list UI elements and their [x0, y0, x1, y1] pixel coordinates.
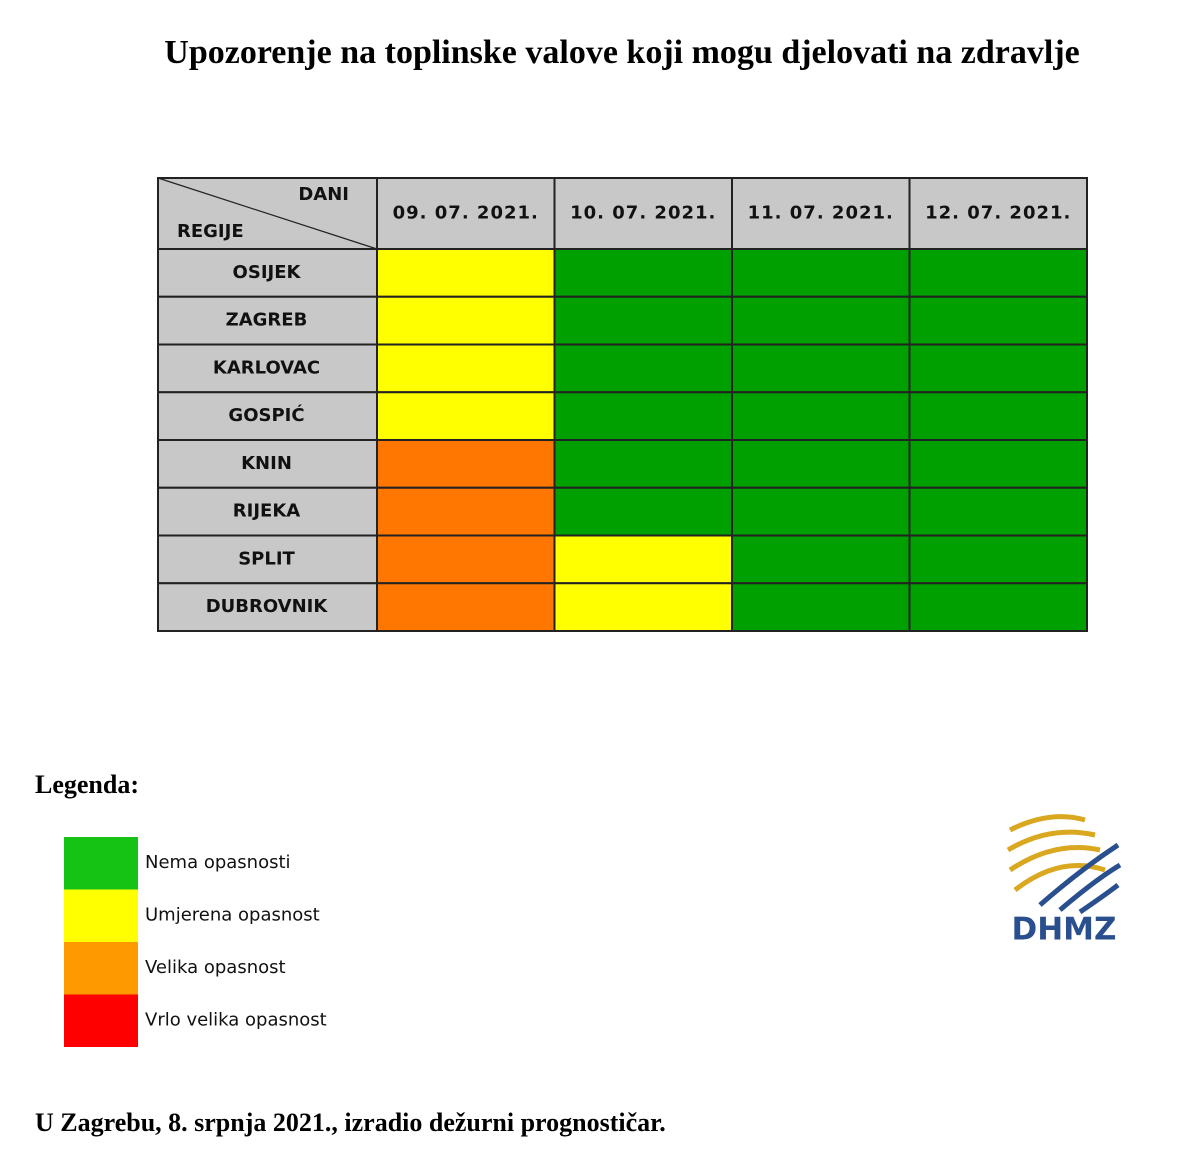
legend-label: Nema opasnosti — [145, 852, 291, 873]
warning-cell — [731, 248, 911, 298]
warning-cell — [908, 391, 1088, 441]
warning-cell — [731, 534, 911, 585]
warning-cell — [553, 391, 733, 441]
warning-cell — [376, 248, 556, 298]
logo-stripes-blue — [1038, 842, 1122, 915]
region-label: ZAGREB — [226, 310, 308, 331]
warning-cell — [731, 486, 911, 537]
legend-label: Vrlo velika opasnost — [145, 1010, 327, 1031]
warning-cell — [908, 295, 1088, 346]
warning-cell — [908, 486, 1088, 537]
region-label: DUBROVNIK — [206, 596, 329, 617]
date-cell — [908, 177, 1088, 250]
region-label: SPLIT — [238, 548, 295, 569]
legend-label: Velika opasnost — [145, 957, 286, 978]
footer: U Zagrebu, 8. srpnja 2021., izradio dežu… — [35, 1108, 666, 1137]
region-label: GOSPIĆ — [228, 404, 304, 426]
date-header: 12. 07. 2021. — [925, 203, 1071, 224]
legend-swatch — [64, 994, 138, 1047]
warning-cell — [908, 582, 1088, 632]
warning-cell — [553, 343, 733, 394]
region-cell — [157, 486, 378, 537]
page-title: Upozorenje na toplinske valove koji mogu… — [164, 34, 1079, 71]
region-cell — [157, 582, 378, 632]
region-cell — [157, 391, 378, 441]
warning-cell — [731, 439, 911, 489]
warning-cell — [376, 391, 556, 441]
warning-cell — [908, 343, 1088, 394]
warning-cell — [553, 248, 733, 298]
warning-cell — [376, 343, 556, 394]
warning-cell — [553, 295, 733, 346]
date-header: 09. 07. 2021. — [393, 203, 539, 224]
date-cell — [376, 177, 556, 250]
warning-cell — [553, 439, 733, 489]
legend-swatch — [64, 942, 138, 995]
warning-cell — [376, 534, 556, 585]
warning-cell — [731, 295, 911, 346]
logo: DHMZ — [1006, 814, 1122, 948]
date-header: 10. 07. 2021. — [570, 203, 716, 224]
warning-cell — [731, 391, 911, 441]
legend-label: Umjerena opasnost — [145, 905, 320, 926]
warning-cell — [376, 486, 556, 537]
warning-cell — [376, 295, 556, 346]
warning-cell — [731, 343, 911, 394]
warning-cell — [553, 486, 733, 537]
warning-cell — [553, 582, 733, 632]
corner-diagonal — [157, 177, 378, 250]
warning-cell — [376, 582, 556, 632]
warning-cell — [908, 248, 1088, 298]
warning-cell — [731, 582, 911, 632]
warning-cell — [908, 439, 1088, 489]
legend-title: Legenda: — [35, 770, 139, 799]
region-cell — [157, 439, 378, 489]
warning-cell — [376, 439, 556, 489]
warning-cell — [553, 534, 733, 585]
date-header: 11. 07. 2021. — [748, 203, 894, 224]
logo-text: DHMZ — [1011, 912, 1116, 948]
corner-bottom: REGIJE — [177, 221, 244, 242]
region-label: RIJEKA — [233, 501, 300, 522]
region-label: KARLOVAC — [213, 357, 320, 378]
legend-swatch — [64, 837, 138, 890]
region-label: KNIN — [241, 453, 292, 474]
logo-stripes — [1006, 814, 1106, 892]
warning-cell — [908, 534, 1088, 585]
region-label: OSIJEK — [233, 262, 302, 283]
legend-swatch — [64, 889, 138, 942]
corner-top: DANI — [298, 184, 349, 205]
